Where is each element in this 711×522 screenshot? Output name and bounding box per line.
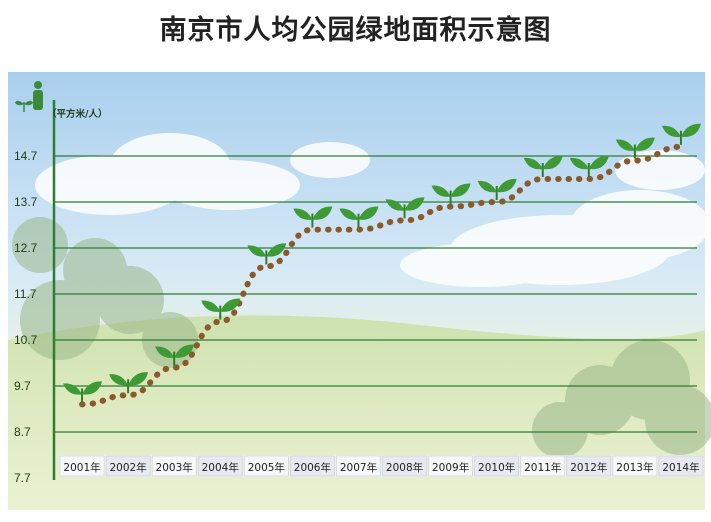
person-icon [33, 81, 43, 110]
chart-background [8, 72, 711, 510]
x-tick-label: 2009年 [432, 461, 469, 474]
x-tick-label: 2006年 [294, 461, 331, 474]
x-tick-label: 2008年 [386, 461, 423, 474]
x-tick-label: 2013年 [616, 461, 653, 474]
x-tick-label: 2003年 [156, 461, 193, 474]
grid-lines [54, 155, 697, 433]
x-tick-label: 2011年 [524, 461, 561, 474]
y-axis-unit: （平方米/人） [47, 108, 107, 120]
x-tick-label: 2001年 [63, 461, 100, 474]
x-tick-label: 2005年 [248, 461, 285, 474]
sprout-marker [431, 183, 471, 205]
sprout-marker [109, 372, 149, 394]
data-line [79, 143, 684, 408]
sprout-marker [201, 298, 241, 320]
sprout-marker [385, 197, 425, 219]
x-axis-ticks: 2001年 2002年 2003年 2004年 2005年 2006年 2007年 2008年… [63, 461, 699, 474]
sprout-marker [155, 344, 195, 366]
sprout-marker [339, 206, 379, 228]
y-tick-label: 9.7 [14, 379, 31, 393]
sprout-marker [569, 155, 609, 177]
page-title: 南京市人均公园绿地面积示意图 [159, 15, 552, 46]
y-tick-label: 11.7 [14, 287, 37, 301]
y-tick-label: 13.7 [14, 195, 38, 209]
y-axis-ticks: 7.7 8.7 9.7 10.7 11.7 12.7 13.7 14.7 [14, 149, 38, 485]
sprout-marker [63, 381, 103, 403]
y-tick-label: 7.7 [14, 471, 31, 485]
y-tick-label: 8.7 [14, 425, 31, 439]
sprout-marker [293, 206, 333, 228]
cloud-decoration [35, 133, 710, 287]
sprout-marker [661, 123, 701, 145]
y-tick-label: 14.7 [14, 149, 38, 163]
x-tick-label: 2007年 [340, 461, 377, 474]
y-tick-label: 12.7 [14, 241, 38, 255]
data-markers [63, 123, 701, 403]
sprout-marker [615, 137, 655, 159]
y-tick-label: 10.7 [14, 333, 38, 347]
sprout-icon [15, 100, 33, 112]
x-tick-label: 2010年 [478, 461, 515, 474]
sprout-marker [523, 155, 563, 177]
x-tick-label: 2014年 [662, 461, 699, 474]
x-tick-label: 2002年 [109, 461, 146, 474]
x-tick-label: 2004年 [202, 461, 239, 474]
sprout-marker [477, 178, 517, 200]
x-axis-band [59, 455, 704, 477]
x-tick-label: 2012年 [570, 461, 607, 474]
sprout-marker [247, 243, 287, 265]
